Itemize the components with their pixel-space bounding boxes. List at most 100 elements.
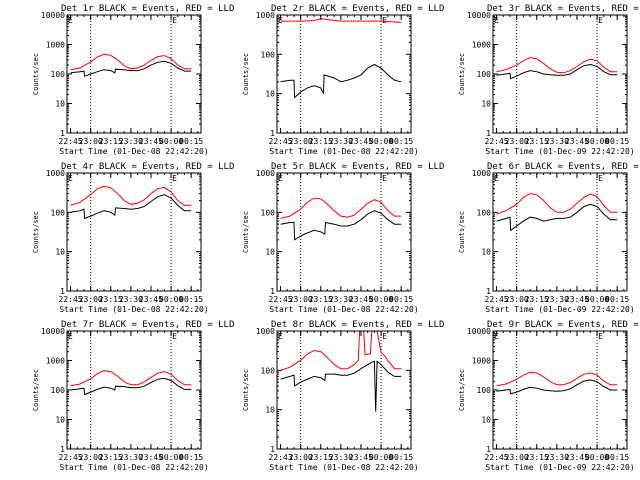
- event-rate-line: [280, 63, 402, 99]
- corner-mark: E: [598, 174, 603, 183]
- x-tick-label: 23:15: [525, 137, 549, 146]
- x-tick-label: 23:30: [545, 453, 569, 462]
- y-tick-label: 1: [60, 445, 65, 454]
- lld-rate-line: [280, 330, 402, 371]
- lld-rate-line: [70, 370, 192, 387]
- x-axis-label: Start Time (01-Dec-08 22:42:20): [59, 305, 208, 314]
- x-tick-label: 23:00: [289, 137, 313, 146]
- x-tick-label: 00:15: [389, 453, 413, 462]
- x-tick-label: 23:30: [119, 137, 143, 146]
- x-tick-label: 00:00: [159, 453, 183, 462]
- x-axis-label: Start Time (01-Dec-09 22:42:20): [485, 305, 634, 314]
- x-tick-label: 23:15: [525, 295, 549, 304]
- y-axis-label: Counts/sec: [242, 53, 250, 95]
- x-tick-label: 00:00: [159, 137, 183, 146]
- x-tick-label: 23:15: [309, 453, 333, 462]
- chart-panel-2: Det 2r BLACK = Events, RED = LLD E E 1 10 100…: [242, 4, 444, 156]
- y-tick-label: 1: [486, 287, 491, 296]
- corner-mark: E: [172, 16, 177, 25]
- x-tick-label: 22:45: [59, 453, 83, 462]
- x-tick-label: 00:15: [389, 295, 413, 304]
- y-tick-label: 10: [265, 406, 275, 415]
- y-axis-label: Counts/sec: [242, 369, 250, 411]
- chart-panel-8: Det 8r BLACK = Events, RED = LLD E E 1 10 100…: [242, 320, 444, 472]
- x-tick-label: 23:45: [139, 453, 163, 462]
- corner-mark: E: [68, 16, 73, 25]
- x-tick-label: 23:00: [79, 137, 103, 146]
- x-axis-label: Start Time (01-Dec-08 22:42:20): [269, 305, 418, 314]
- corner-mark: E: [598, 332, 603, 341]
- event-rate-line: [496, 203, 618, 232]
- plot-frame: [276, 330, 412, 450]
- y-tick-label: 100: [261, 50, 276, 59]
- y-axis-label: Counts/sec: [32, 211, 40, 253]
- corner-mark: E: [598, 16, 603, 25]
- x-tick-label: 00:15: [179, 453, 203, 462]
- x-tick-label: 23:15: [309, 295, 333, 304]
- chart-panel-6: Det 6r BLACK = Events, RED = LLD E E 1 10 100…: [458, 162, 640, 314]
- y-tick-label: 10000: [467, 327, 491, 336]
- y-tick-label: 100: [477, 208, 492, 217]
- x-tick-label: 00:00: [585, 137, 609, 146]
- y-tick-label: 1000: [46, 357, 65, 366]
- plot-frame: [492, 14, 628, 134]
- x-tick-label: 23:15: [99, 453, 123, 462]
- x-tick-label: 23:30: [329, 137, 353, 146]
- x-tick-label: 00:00: [369, 295, 393, 304]
- x-tick-label: 00:00: [369, 137, 393, 146]
- chart-panel-3: Det 3r BLACK = Events, RED = LLD E E 1 10 100…: [458, 4, 640, 156]
- chart-title: Det 5r BLACK = Events, RED = LLD: [271, 162, 444, 172]
- x-tick-label: 23:30: [545, 137, 569, 146]
- x-axis-label: Start Time (01-Dec-09 22:42:20): [485, 463, 634, 472]
- corner-mark: E: [382, 332, 387, 341]
- x-tick-label: 23:15: [525, 453, 549, 462]
- corner-mark: E: [68, 332, 73, 341]
- y-tick-label: 10000: [467, 11, 491, 20]
- y-tick-label: 100: [477, 386, 492, 395]
- x-tick-label: 22:43: [269, 453, 293, 462]
- y-tick-label: 10: [481, 416, 491, 425]
- y-tick-label: 10: [265, 90, 275, 99]
- corner-mark: E: [172, 174, 177, 183]
- x-tick-label: 23:45: [139, 137, 163, 146]
- x-tick-label: 00:00: [159, 295, 183, 304]
- plot-frame: [492, 172, 628, 292]
- lld-rate-line: [70, 53, 192, 71]
- y-tick-label: 10: [55, 248, 65, 257]
- x-tick-label: 23:45: [349, 295, 373, 304]
- x-tick-label: 23:00: [79, 295, 103, 304]
- y-tick-label: 1: [60, 287, 65, 296]
- chart-title: Det 8r BLACK = Events, RED = LLD: [271, 320, 444, 330]
- x-tick-label: 22:45: [269, 295, 293, 304]
- y-tick-label: 10: [55, 416, 65, 425]
- x-tick-label: 00:15: [179, 137, 203, 146]
- chart-title: Det 7r BLACK = Events, RED = LLD: [61, 320, 234, 330]
- x-tick-label: 22:45: [485, 137, 509, 146]
- y-tick-label: 10: [481, 100, 491, 109]
- x-tick-label: 23:45: [565, 453, 589, 462]
- event-rate-line: [280, 360, 402, 412]
- plot-frame: [276, 14, 412, 134]
- x-tick-label: 00:00: [585, 453, 609, 462]
- y-tick-label: 1000: [472, 169, 491, 178]
- chart-title: Det 2r BLACK = Events, RED = LLD: [271, 4, 444, 14]
- x-tick-label: 23:30: [119, 295, 143, 304]
- y-tick-label: 100: [51, 386, 66, 395]
- x-tick-label: 23:45: [565, 137, 589, 146]
- event-rate-line: [70, 377, 192, 396]
- y-tick-label: 100: [51, 208, 66, 217]
- corner-mark: E: [494, 332, 499, 341]
- y-axis-label: Counts/sec: [32, 369, 40, 411]
- y-tick-label: 1: [270, 445, 275, 454]
- corner-mark: E: [382, 16, 387, 25]
- y-tick-label: 1: [486, 445, 491, 454]
- event-rate-line: [280, 210, 402, 241]
- x-tick-label: 22:45: [59, 137, 83, 146]
- x-tick-label: 23:00: [505, 295, 529, 304]
- chart-panel-1: Det 1r BLACK = Events, RED = LLD E E 1 10 100…: [32, 4, 234, 156]
- y-tick-label: 1000: [472, 357, 491, 366]
- chart-panel-9: Det 9r BLACK = Events, RED = LLD E E 1 10 100…: [458, 320, 640, 472]
- y-tick-label: 10: [265, 248, 275, 257]
- x-tick-label: 23:45: [349, 137, 373, 146]
